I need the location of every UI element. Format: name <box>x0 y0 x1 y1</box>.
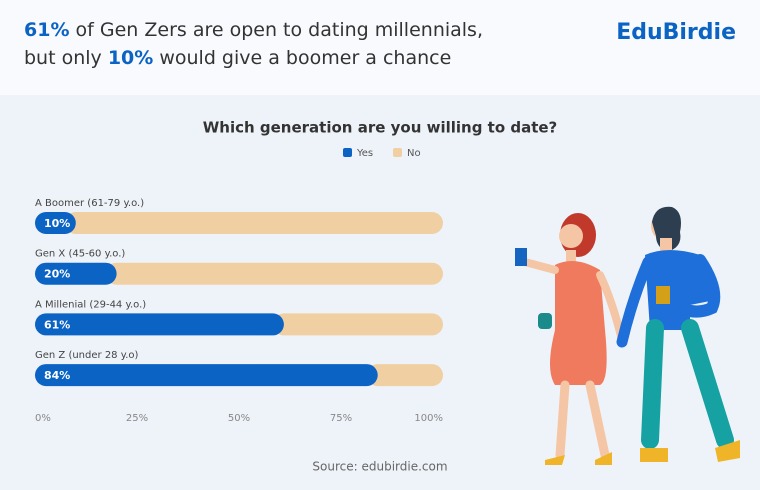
category-label: Gen X (45-60 y.o.) <box>35 249 125 260</box>
x-tick-label: 50% <box>228 413 250 424</box>
legend-label: No <box>407 148 421 159</box>
headline-line: but only 10% would give a boomer a chanc… <box>24 47 451 69</box>
header-band <box>0 0 760 95</box>
legend-label: Yes <box>356 148 373 159</box>
value-label: 84% <box>44 369 70 382</box>
category-label: A Millenial (29-44 y.o.) <box>35 299 146 310</box>
x-tick-label: 0% <box>35 413 51 424</box>
bar-segment <box>366 364 443 387</box>
value-label: 61% <box>44 318 70 331</box>
value-label: 20% <box>44 268 70 281</box>
x-tick-label: 100% <box>414 413 443 424</box>
bar-segment <box>35 212 76 234</box>
headline-highlight: 61% <box>24 19 69 41</box>
chart: Yes No 0% 25% 50% 75% 100% A Boomer (61-79 y.o.… <box>35 148 444 424</box>
headline-text: of Gen Zers are open to dating millennia… <box>69 19 483 41</box>
headline-highlight: 10% <box>108 47 153 69</box>
headline-text: would give a boomer a chance <box>153 47 451 69</box>
bar-segment <box>35 313 284 336</box>
bar-segment <box>105 262 443 285</box>
bar-segment <box>272 313 443 336</box>
category-label: A Boomer (61-79 y.o.) <box>35 198 144 209</box>
x-tick-label: 25% <box>126 413 148 424</box>
source: Source: edubirdie.com <box>312 460 447 474</box>
headline-line: 61% of Gen Zers are open to dating mille… <box>24 19 483 41</box>
chart-title: Which generation are you willing to date… <box>203 119 558 137</box>
x-tick-label: 75% <box>330 413 352 424</box>
headline: 61% of Gen Zers are open to dating mille… <box>24 19 483 69</box>
value-label: 10% <box>44 217 70 230</box>
bar-segment <box>35 262 117 285</box>
bar-segment <box>64 212 444 234</box>
logo: EduBirdie <box>616 20 736 45</box>
bar-segment <box>35 364 378 387</box>
headline-text: but only <box>24 47 108 69</box>
legend-swatch <box>343 148 352 157</box>
category-label: Gen Z (under 28 y.o) <box>35 350 139 361</box>
legend-swatch <box>393 148 402 157</box>
illustration <box>515 206 740 465</box>
